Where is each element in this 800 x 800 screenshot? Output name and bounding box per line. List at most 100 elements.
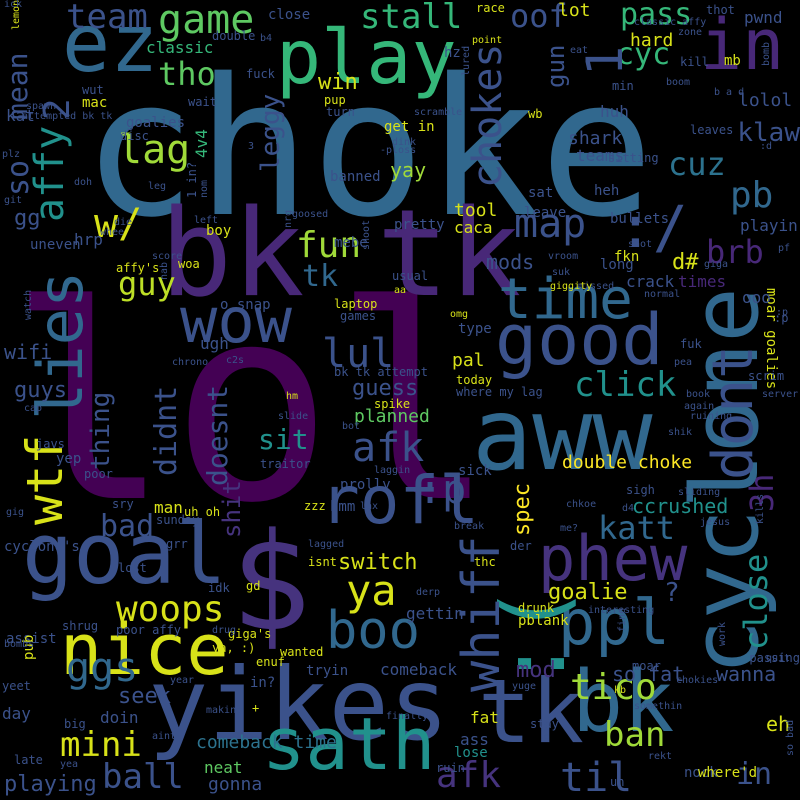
cloud-word: cyc (616, 37, 671, 72)
cloud-word: die (114, 217, 133, 228)
cloud-word: bk tk (160, 185, 522, 324)
cloud-word: ya, :) (212, 641, 256, 655)
cloud-word: lol (8, 247, 496, 562)
cloud-word: sick (458, 463, 492, 479)
cloud-word: fine (617, 607, 628, 632)
cloud-word: gun (542, 44, 570, 88)
cloud-word: plz (2, 149, 21, 160)
cloud-word: tho (158, 55, 216, 93)
cloud-word: nock (684, 765, 718, 781)
cloud-word: idk (208, 581, 230, 595)
cloud-word: shot (628, 239, 653, 250)
cloud-word: whee (100, 227, 125, 238)
cloud-word: traitor (260, 457, 311, 471)
cloud-word: shik (668, 427, 693, 438)
cloud-word: lot (558, 0, 591, 21)
cloud-word: missed (578, 281, 615, 292)
cloud-word: good (495, 299, 664, 381)
cloud-word: double choke (562, 452, 693, 473)
cloud-word: kat (6, 106, 35, 125)
cloud-word: woops (116, 589, 225, 630)
cloud-word: wanna (716, 662, 777, 686)
cloud-word: chrono (172, 357, 209, 368)
cloud-word: guess (352, 376, 419, 401)
cloud-word: pal (452, 350, 485, 371)
cloud-word: pretty (394, 217, 445, 233)
cloud-word: year (170, 675, 195, 686)
cloud-word: making (206, 705, 243, 716)
cloud-word: in (736, 757, 773, 792)
cloud-word: thing (86, 391, 116, 470)
cloud-word: fun (296, 225, 362, 266)
cloud-word: double (212, 29, 256, 43)
cloud-word: late (14, 753, 43, 767)
cloud-word: yikes (148, 646, 450, 763)
cloud-word: thc (474, 555, 496, 569)
cloud-word: lured (461, 45, 472, 76)
cloud-word: ppl (558, 586, 670, 659)
cloud-word: tool (454, 200, 498, 221)
cloud-word: pf (778, 243, 791, 254)
cloud-word: min (612, 79, 634, 93)
cloud-word: boy (206, 223, 232, 239)
cloud-word: yeet (2, 679, 31, 693)
cloud-word: doesnt (201, 384, 234, 486)
cloud-word: sit (258, 423, 309, 456)
cloud-word: guys (14, 378, 67, 403)
cloud-word: sry (112, 497, 134, 511)
cloud-word: tryin (306, 663, 349, 679)
cloud-word: bullets (610, 211, 670, 227)
cloud-word: til (560, 755, 633, 800)
cloud-word: shoot (361, 219, 372, 250)
cloud-word: ggs (66, 645, 139, 691)
cloud-word: giga's (228, 627, 272, 641)
cloud-word: leg (148, 181, 167, 192)
cloud-word: day (2, 704, 31, 723)
cloud-word: phew (538, 522, 688, 595)
cloud-word: drunk (518, 601, 555, 615)
cloud-word: lost (118, 561, 147, 575)
cloud-word: drug (212, 625, 237, 636)
cloud-word: chokes (465, 43, 511, 189)
cloud-word: uh (610, 775, 625, 789)
cloud-word: pblank (518, 613, 569, 629)
cloud-word: break (454, 521, 485, 532)
cloud-word: stay (530, 717, 559, 731)
cloud-word: in? (250, 675, 276, 691)
cloud-word: so bad (785, 719, 796, 756)
cloud-word: ick (4, 0, 23, 10)
cloud-word: work (717, 621, 728, 646)
cloud-word: 1 in? (185, 161, 199, 198)
cloud-word: :d (760, 141, 773, 152)
cloud-word: javs (36, 437, 65, 451)
cloud-word: ass (460, 730, 489, 749)
cloud-word: hz (444, 45, 461, 61)
cloud-word: isnt (308, 555, 337, 569)
cloud-word: :p (776, 307, 789, 318)
cloud-word: zone (678, 27, 703, 38)
cloud-word: attempted bk tk (22, 111, 113, 122)
cloud-word: aint (152, 731, 177, 742)
cloud-word: bot (342, 421, 361, 432)
cloud-word: :/ (618, 193, 688, 261)
cloud-word: comeback (380, 660, 458, 679)
cloud-word: type (458, 321, 492, 337)
cloud-word: cuz (668, 145, 726, 183)
cloud-word: close (737, 553, 775, 650)
cloud-word: planned (354, 406, 430, 427)
cloud-word: goal (22, 505, 227, 604)
cloud-word: wanted (280, 645, 324, 659)
cloud-word: noo (541, 721, 552, 740)
cloud-word: dink (392, 137, 417, 148)
cloud-word: ccrushed (632, 494, 729, 518)
cloud-word: sitting (608, 151, 659, 165)
cloud-word: leave (524, 205, 567, 221)
cloud-word: fuck (246, 67, 275, 81)
cloud-word: prolly (340, 477, 391, 493)
cloud-word: gd (246, 579, 261, 593)
cloud-word: afk (436, 755, 502, 796)
cloud-word: again (684, 401, 715, 412)
cloud-word: ya (346, 566, 397, 615)
cloud-word: doin (100, 708, 139, 727)
cloud-word: mini (60, 725, 142, 765)
